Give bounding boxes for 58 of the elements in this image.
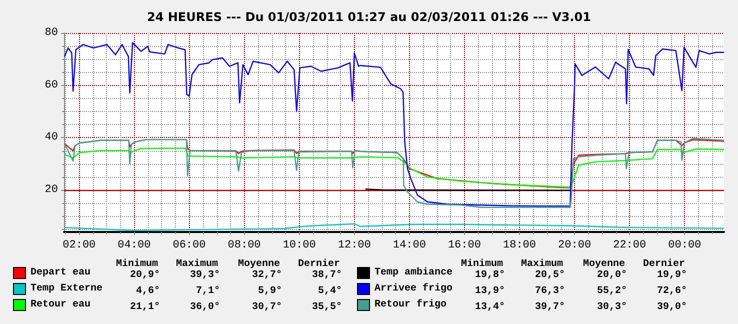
legend-label: Retour frigo bbox=[374, 298, 447, 310]
x-tick-label: 08:00 bbox=[228, 240, 261, 252]
legend-label: Temp Externe bbox=[30, 284, 103, 294]
y-tick-label: 20 bbox=[44, 184, 58, 196]
text: 5,4° bbox=[318, 286, 342, 297]
x-tick-label: 16:00 bbox=[448, 240, 481, 252]
legend-label: Retour eau bbox=[30, 300, 91, 310]
text: Moyenne bbox=[582, 259, 625, 270]
x-tick-label: 00:00 bbox=[668, 240, 702, 252]
line-series bbox=[64, 148, 725, 188]
text: Minimum bbox=[116, 259, 158, 270]
x-tick-label: 10:00 bbox=[282, 240, 316, 252]
x-tick-label: 06:00 bbox=[172, 240, 206, 252]
text: 32,7° bbox=[252, 270, 282, 281]
text: Dernier bbox=[642, 259, 685, 270]
text: Dernier bbox=[298, 259, 340, 270]
y-tick-label: 80 bbox=[44, 27, 58, 39]
text: 30,3° bbox=[596, 302, 627, 313]
legend-label: Arrivee frigo bbox=[374, 282, 453, 294]
legend-label: Temp ambiance bbox=[374, 266, 453, 278]
x-tick-label: 18:00 bbox=[502, 240, 536, 252]
text: 13,4° bbox=[474, 302, 505, 313]
text: Maximum bbox=[520, 259, 563, 270]
line-series bbox=[64, 42, 725, 207]
x-tick-label: 02:00 bbox=[62, 240, 96, 252]
text: 35,5° bbox=[312, 302, 342, 313]
x-tick-label: 14:00 bbox=[392, 240, 426, 252]
text: 7,1° bbox=[196, 286, 220, 297]
text: 19,9° bbox=[656, 270, 687, 281]
text: 30,7° bbox=[252, 302, 282, 313]
text: 39,0° bbox=[656, 302, 687, 313]
x-tick-label: 22:00 bbox=[613, 240, 646, 252]
text: 72,6° bbox=[656, 286, 687, 297]
text: 21,1° bbox=[130, 302, 160, 313]
text: Minimum bbox=[460, 259, 503, 270]
text: 20,9° bbox=[130, 270, 160, 281]
line-series bbox=[64, 138, 725, 208]
legend-label: Depart eau bbox=[30, 268, 91, 278]
text: 39,7° bbox=[534, 302, 565, 313]
text: 55,2° bbox=[596, 286, 627, 297]
y-tick-label: 40 bbox=[44, 132, 58, 144]
text: 36,0° bbox=[190, 302, 220, 313]
text: 20,0° bbox=[596, 270, 627, 281]
text: 13,9° bbox=[474, 286, 505, 297]
text: 38,7° bbox=[312, 270, 342, 281]
text: 19,8° bbox=[474, 270, 505, 281]
x-tick-label: 12:00 bbox=[338, 240, 371, 252]
y-tick-label: 60 bbox=[44, 79, 58, 92]
text: Maximum bbox=[176, 259, 218, 270]
text: 76,3° bbox=[534, 286, 565, 297]
chart-title: 24 HEURES --- Du 01/03/2011 01:27 au 02/03/2011 01:26 --- V3.01 bbox=[147, 10, 591, 24]
text: 5,9° bbox=[258, 286, 282, 297]
text: 39,3° bbox=[190, 270, 220, 281]
text: Moyenne bbox=[238, 259, 280, 270]
text: 20,5° bbox=[534, 270, 565, 281]
x-tick-label: 04:00 bbox=[118, 240, 151, 252]
text: 4,6° bbox=[136, 286, 160, 297]
x-tick-label: 20:00 bbox=[558, 240, 592, 252]
